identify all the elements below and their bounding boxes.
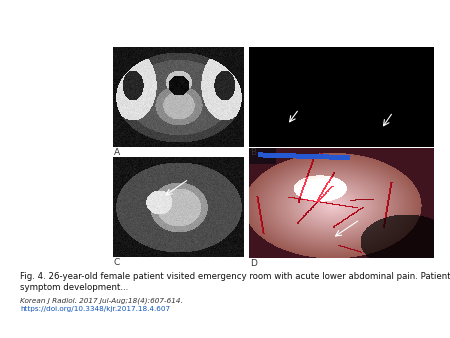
Text: D: D — [250, 259, 257, 268]
Text: Fig. 4. 26-year-old female patient visited emergency room with acute lower abdom: Fig. 4. 26-year-old female patient visit… — [20, 272, 450, 292]
Bar — [249, 47, 434, 147]
Text: C: C — [114, 258, 120, 267]
Text: https://doi.org/10.3348/kjr.2017.18.4.607: https://doi.org/10.3348/kjr.2017.18.4.60… — [20, 306, 170, 312]
Text: A: A — [114, 148, 120, 157]
Text: Korean J Radiol. 2017 Jul-Aug;18(4):607-614.: Korean J Radiol. 2017 Jul-Aug;18(4):607-… — [20, 298, 183, 305]
Text: B: B — [250, 148, 256, 157]
